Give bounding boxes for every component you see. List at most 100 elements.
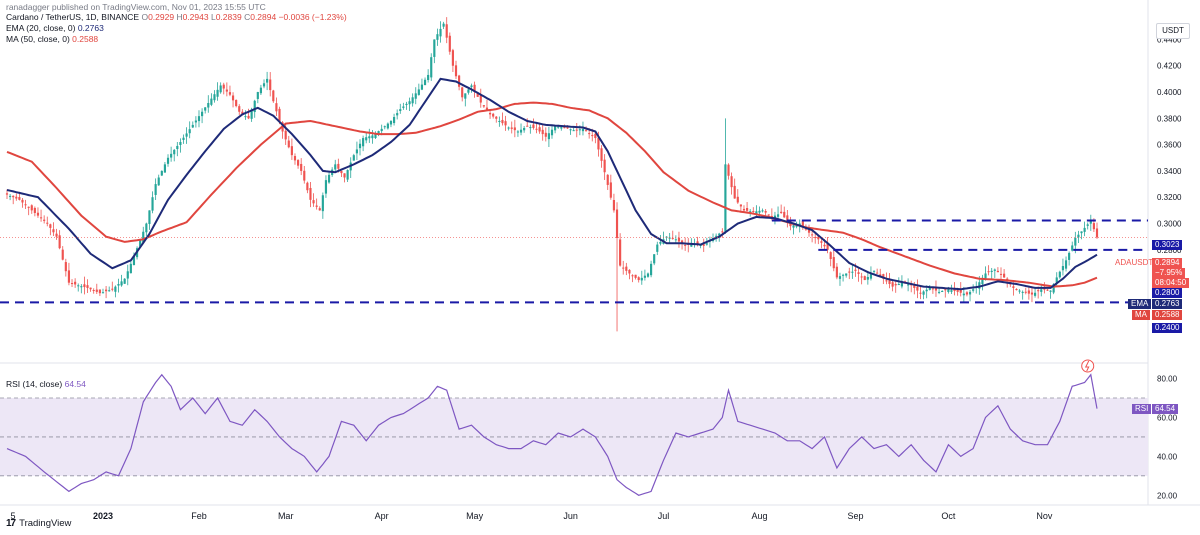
candle[interactable]: [516, 130, 520, 137]
candle[interactable]: [1095, 222, 1099, 239]
candle[interactable]: [625, 262, 628, 276]
candle[interactable]: [318, 206, 321, 211]
candlesticks[interactable]: [5, 17, 1099, 332]
candle[interactable]: [340, 170, 343, 177]
candle[interactable]: [293, 153, 297, 165]
candle[interactable]: [687, 238, 690, 253]
candle[interactable]: [408, 97, 411, 112]
candle[interactable]: [575, 122, 578, 138]
candle[interactable]: [105, 286, 108, 299]
candle[interactable]: [405, 101, 408, 110]
candle[interactable]: [547, 127, 550, 147]
symbol-legend[interactable]: Cardano / TetherUS, 1D, BINANCE O0.2929 …: [6, 12, 347, 23]
candle[interactable]: [637, 276, 640, 283]
candle[interactable]: [498, 116, 501, 127]
candle[interactable]: [529, 124, 532, 134]
candle[interactable]: [479, 88, 482, 108]
candle[interactable]: [262, 79, 266, 89]
candle[interactable]: [352, 153, 355, 161]
candle[interactable]: [702, 238, 705, 252]
candle[interactable]: [888, 273, 891, 289]
candle[interactable]: [1071, 241, 1074, 252]
candle[interactable]: [55, 228, 58, 240]
candle[interactable]: [451, 48, 454, 73]
candle[interactable]: [142, 226, 145, 244]
candle[interactable]: [910, 280, 913, 293]
candle[interactable]: [634, 274, 637, 280]
candle[interactable]: [640, 270, 643, 285]
candle[interactable]: [315, 198, 318, 210]
candle[interactable]: [1080, 231, 1083, 240]
candle[interactable]: [30, 204, 33, 214]
candle[interactable]: [436, 28, 439, 46]
candle[interactable]: [402, 102, 405, 110]
candle[interactable]: [615, 202, 619, 332]
candle[interactable]: [1033, 287, 1037, 298]
candle[interactable]: [430, 53, 433, 81]
candle[interactable]: [541, 123, 544, 141]
candle[interactable]: [129, 259, 132, 274]
candle[interactable]: [1061, 258, 1065, 276]
candle[interactable]: [550, 126, 554, 139]
candle[interactable]: [507, 126, 510, 131]
candle[interactable]: [811, 229, 814, 243]
candle[interactable]: [266, 71, 269, 91]
candle[interactable]: [324, 175, 328, 198]
candle[interactable]: [83, 276, 86, 295]
candle[interactable]: [619, 233, 622, 267]
candle[interactable]: [780, 204, 783, 214]
candle[interactable]: [194, 116, 197, 128]
candle[interactable]: [92, 288, 95, 294]
candle[interactable]: [504, 115, 507, 131]
candle[interactable]: [21, 198, 24, 208]
candle[interactable]: [801, 221, 804, 230]
candle[interactable]: [680, 239, 684, 250]
candle[interactable]: [411, 93, 414, 107]
candle[interactable]: [937, 288, 941, 295]
candle[interactable]: [74, 278, 77, 288]
candle[interactable]: [111, 281, 114, 292]
candle[interactable]: [1003, 269, 1006, 278]
candle[interactable]: [148, 210, 151, 230]
candle[interactable]: [656, 241, 659, 256]
candle[interactable]: [300, 158, 303, 176]
candle[interactable]: [12, 195, 15, 205]
candle[interactable]: [448, 32, 451, 55]
candle[interactable]: [1030, 286, 1034, 303]
candle[interactable]: [677, 231, 681, 248]
candle[interactable]: [650, 260, 653, 278]
candle[interactable]: [829, 251, 832, 267]
candle[interactable]: [690, 238, 693, 247]
candle[interactable]: [157, 174, 160, 186]
candle[interactable]: [736, 189, 739, 204]
candle[interactable]: [863, 275, 866, 281]
candle[interactable]: [309, 182, 312, 208]
candle[interactable]: [36, 207, 40, 218]
candle[interactable]: [665, 236, 668, 241]
footer-brand[interactable]: 17 TradingView: [6, 518, 71, 529]
candle[interactable]: [61, 246, 64, 261]
candle[interactable]: [80, 284, 83, 294]
ema-legend[interactable]: EMA (20, close, 0) 0.2763: [6, 23, 104, 34]
candle[interactable]: [996, 267, 999, 273]
candle[interactable]: [999, 267, 1003, 280]
ma-legend[interactable]: MA (50, close, 0) 0.2588: [6, 34, 98, 45]
candle[interactable]: [724, 118, 727, 234]
candle[interactable]: [5, 189, 9, 200]
candle[interactable]: [464, 93, 467, 107]
candle[interactable]: [628, 269, 631, 280]
candle[interactable]: [1083, 221, 1086, 237]
candle[interactable]: [327, 171, 331, 184]
candle[interactable]: [201, 108, 204, 124]
candle[interactable]: [674, 235, 677, 244]
candle[interactable]: [495, 115, 498, 123]
candle[interactable]: [1089, 214, 1092, 231]
candle[interactable]: [213, 90, 216, 103]
candle[interactable]: [838, 272, 842, 286]
candle[interactable]: [185, 127, 188, 144]
candle[interactable]: [27, 206, 30, 216]
candle[interactable]: [851, 264, 854, 279]
candle[interactable]: [256, 91, 259, 104]
candle[interactable]: [841, 273, 845, 282]
